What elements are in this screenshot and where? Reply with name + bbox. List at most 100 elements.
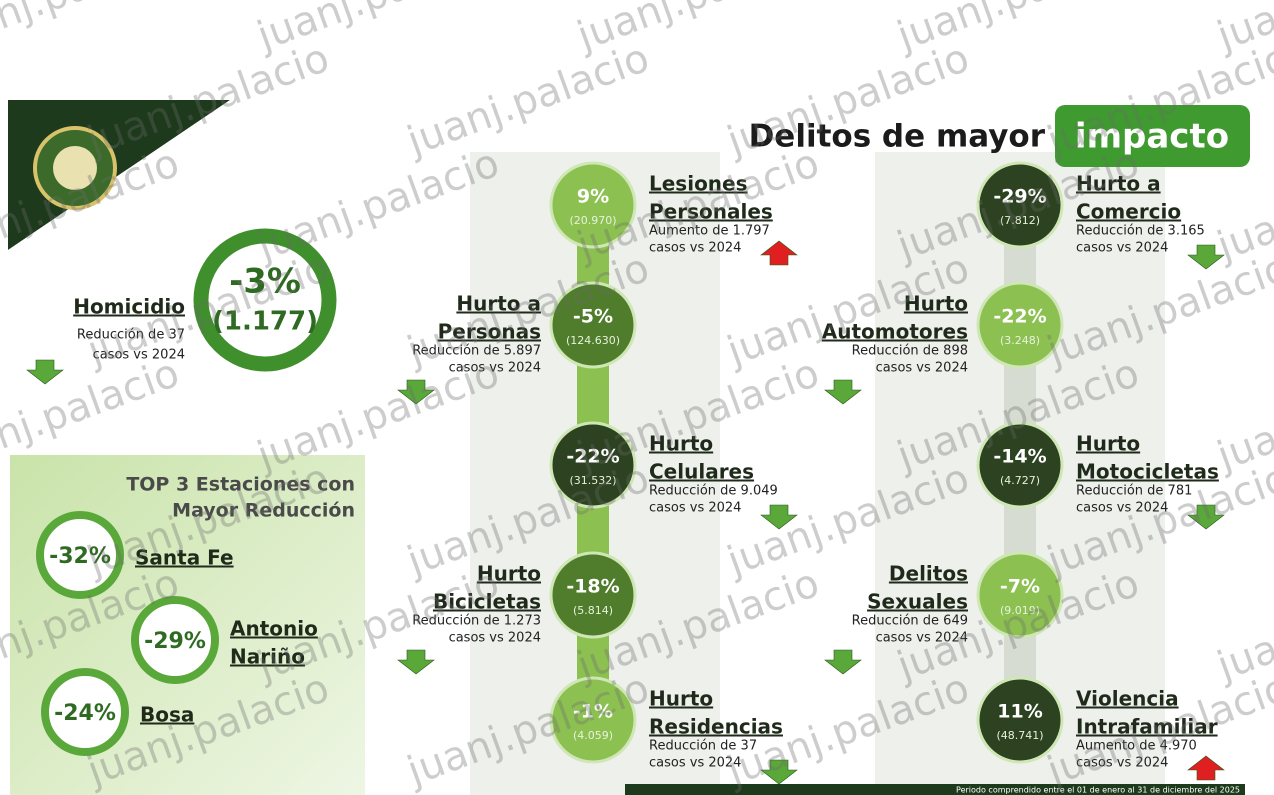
watermark: juanj.palacio — [1211, 0, 1274, 60]
crime-name: Hurto a — [1076, 172, 1161, 196]
crime-circle — [549, 281, 637, 369]
crime-count: (7.812) — [1000, 214, 1040, 227]
crime-count: (48.741) — [996, 729, 1043, 742]
crime-name: Delitos — [889, 562, 968, 586]
top3-title: TOP 3 Estaciones con — [126, 474, 355, 496]
top3-ring — [41, 668, 129, 756]
crime-name: Hurto — [649, 687, 713, 711]
crime-pct: -29% — [993, 186, 1046, 208]
crime-circle — [976, 676, 1064, 764]
crime-pct: -7% — [1000, 576, 1040, 598]
crime-circle — [976, 161, 1064, 249]
top3-title: Mayor Reducción — [172, 500, 355, 522]
crime-count: (4.059) — [573, 729, 613, 742]
crime-desc: casos vs 2024 — [1076, 756, 1168, 771]
crime-desc: casos vs 2024 — [876, 361, 968, 376]
homicidio-desc: Reducción de 37 — [77, 328, 185, 343]
crime-circle — [976, 551, 1064, 639]
watermark: juanj.palacio — [1211, 560, 1274, 690]
crime-pct: 9% — [577, 186, 609, 208]
crime-name: Hurto — [904, 292, 968, 316]
crime-desc: casos vs 2024 — [449, 631, 541, 646]
crime-pct: -14% — [993, 446, 1046, 468]
top3-name: Nariño — [230, 645, 305, 669]
watermark: juanj.palacio — [401, 35, 656, 165]
crime-count: (9.019) — [1000, 604, 1040, 617]
crime-name: Hurto a — [456, 292, 541, 316]
crime-name: Motocicletas — [1076, 460, 1219, 484]
arrow-down — [397, 649, 435, 675]
footer: Periodo comprendido entre el 01 de enero… — [956, 786, 1240, 795]
arrow-down — [1187, 244, 1225, 270]
crime-desc: casos vs 2024 — [876, 631, 968, 646]
crime-name: Hurto — [1076, 432, 1140, 456]
crime-pct: -18% — [566, 576, 619, 598]
crime-circle — [976, 281, 1064, 369]
top3-ring — [36, 511, 124, 599]
crime-desc: Reducción de 5.897 — [412, 344, 541, 359]
crime-count: (31.532) — [569, 474, 616, 487]
top3-pct: -32% — [49, 544, 111, 569]
title-highlight: impacto — [1075, 117, 1229, 157]
crime-circle — [549, 421, 637, 509]
top3-name: Antonio — [230, 617, 318, 641]
crime-name: Intrafamiliar — [1076, 715, 1218, 739]
title: Delitos de mayor — [749, 119, 1046, 155]
logo-emblem-center — [53, 146, 97, 190]
crime-desc: casos vs 2024 — [649, 501, 741, 516]
crime-name: Residencias — [649, 715, 783, 739]
crime-desc: Reducción de 1.273 — [412, 614, 541, 629]
crime-pct: 11% — [997, 701, 1042, 723]
top3-pct: -24% — [54, 701, 116, 726]
homicidio-name: Homicidio — [73, 295, 185, 319]
crime-name: Personales — [649, 200, 773, 224]
watermark: juanj.palacio — [0, 0, 185, 60]
top3-name: Bosa — [140, 703, 194, 727]
arrow-down — [397, 379, 435, 405]
crime-name: Sexuales — [867, 590, 968, 614]
crime-desc: casos vs 2024 — [649, 756, 741, 771]
crime-desc: Aumento de 1.797 — [649, 224, 770, 239]
crime-name: Personas — [438, 320, 541, 344]
crime-name: Hurto — [477, 562, 541, 586]
crime-name: Hurto — [649, 432, 713, 456]
arrow-up — [760, 240, 798, 266]
watermark: juanj.palacio — [571, 0, 826, 60]
crime-name: Comercio — [1076, 200, 1181, 224]
crime-count: (20.970) — [569, 214, 616, 227]
arrow-up — [1187, 755, 1225, 781]
crime-desc: casos vs 2024 — [1076, 501, 1168, 516]
arrow-down — [26, 359, 64, 385]
top3-ring — [131, 596, 219, 684]
homicidio-desc: casos vs 2024 — [93, 348, 185, 363]
footer-bar — [625, 784, 1245, 795]
crime-desc: Aumento de 4.970 — [1076, 739, 1197, 754]
top3-pct: -29% — [144, 629, 206, 654]
arrow-down — [760, 504, 798, 530]
arrow-down — [1187, 504, 1225, 530]
arrow-down — [824, 649, 862, 675]
crime-desc: casos vs 2024 — [449, 361, 541, 376]
top3-name: Santa Fe — [135, 546, 234, 570]
crime-count: (5.814) — [573, 604, 613, 617]
crime-desc: Reducción de 9.049 — [649, 484, 778, 499]
crime-circle — [976, 421, 1064, 509]
arrow-down — [760, 759, 798, 785]
homicidio-pct: -3% — [229, 262, 301, 302]
crime-name: Bicicletas — [433, 590, 541, 614]
crime-circle — [549, 551, 637, 639]
watermark: juanj.palacio — [251, 0, 506, 60]
crime-count: (3.248) — [1000, 334, 1040, 347]
crime-desc: Reducción de 898 — [852, 344, 968, 359]
homicidio-count: (1.177) — [212, 307, 318, 337]
crime-desc: Reducción de 37 — [649, 739, 757, 754]
homicidio-ring — [193, 228, 337, 372]
crime-name: Violencia — [1076, 687, 1179, 711]
crime-desc: Reducción de 3.165 — [1076, 224, 1205, 239]
crime-desc: Reducción de 649 — [852, 614, 968, 629]
crime-pct: -22% — [993, 306, 1046, 328]
crime-desc: casos vs 2024 — [649, 241, 741, 256]
crime-name: Celulares — [649, 460, 754, 484]
arrow-down — [824, 379, 862, 405]
